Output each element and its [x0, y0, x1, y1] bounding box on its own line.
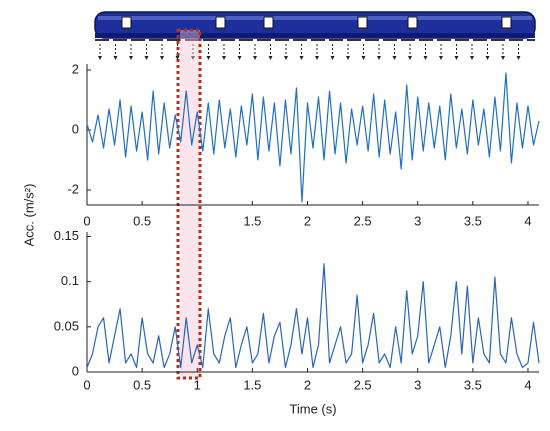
- x-tick-label: 2.5: [354, 213, 372, 228]
- x-tick-label: 4: [524, 213, 531, 228]
- y-tick-label: -2: [67, 181, 79, 196]
- arrow-head: [485, 56, 490, 60]
- x-tick-label: 2: [304, 377, 311, 392]
- arrow-head: [377, 56, 381, 60]
- highlight-box: [176, 28, 202, 380]
- arrow-head: [253, 56, 257, 60]
- x-axis-label: Time (s): [289, 401, 336, 416]
- arrow-head: [129, 56, 133, 60]
- x-tick-label: 3: [414, 213, 421, 228]
- signal-line: [86, 263, 540, 369]
- arrow-head: [98, 56, 102, 60]
- signal-line: [86, 72, 540, 203]
- arrow-head: [144, 56, 149, 60]
- arrow-head: [330, 56, 335, 60]
- x-tick-label: 0: [83, 213, 90, 228]
- y-tick-label: 0: [72, 363, 79, 378]
- y-axis-label: Acc. (m/s²): [21, 184, 36, 247]
- arrow-head: [470, 56, 474, 60]
- y-tick-label: 0.05: [54, 318, 79, 333]
- y-tick-label: 0.15: [54, 228, 79, 243]
- x-tick-label: 1.5: [243, 213, 261, 228]
- y-tick-label: 0: [72, 121, 79, 136]
- x-tick-label: 1: [194, 377, 201, 392]
- arrow-head: [191, 56, 195, 60]
- y-tick-label: 0.1: [61, 273, 79, 288]
- x-tick-label: 0.5: [133, 377, 151, 392]
- arrow-head: [284, 56, 288, 60]
- arrow-head: [299, 56, 304, 60]
- arrow-head: [206, 56, 211, 60]
- x-tick-label: 3: [414, 377, 421, 392]
- arrow-head: [423, 56, 428, 60]
- arrow-head: [346, 56, 350, 60]
- arrow-head: [222, 56, 226, 60]
- arrow-head: [237, 56, 242, 60]
- x-tick-label: 0: [83, 377, 90, 392]
- x-tick-label: 1.5: [243, 377, 261, 392]
- arrow-head: [392, 56, 397, 60]
- arrow-head: [501, 56, 505, 60]
- arrow-head: [454, 56, 459, 60]
- x-tick-label: 3.5: [464, 213, 482, 228]
- arrow-head: [113, 56, 118, 60]
- arrow-head: [361, 56, 366, 60]
- arrow-head: [408, 56, 412, 60]
- x-tick-label: 2: [304, 213, 311, 228]
- train-illustration: [94, 11, 536, 60]
- y-tick-label: 2: [72, 61, 79, 76]
- arrow-head: [439, 56, 443, 60]
- arrow-head: [516, 56, 521, 60]
- arrow-head: [268, 56, 273, 60]
- x-tick-label: 2.5: [354, 377, 372, 392]
- highlight-fill: [180, 30, 200, 378]
- arrow-head: [160, 56, 164, 60]
- x-tick-label: 4: [524, 377, 531, 392]
- x-tick-label: 0.5: [133, 213, 151, 228]
- arrow-head: [175, 56, 180, 60]
- arrow-head: [315, 56, 319, 60]
- x-tick-label: 3.5: [464, 377, 482, 392]
